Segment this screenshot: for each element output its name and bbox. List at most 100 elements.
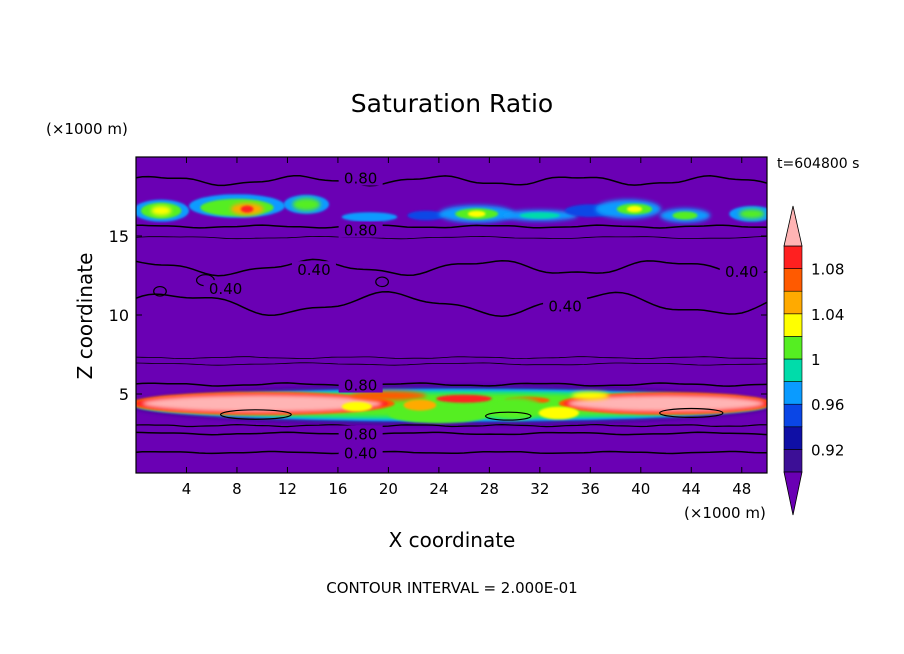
- saturation-region: [292, 198, 321, 211]
- contour-line: [136, 431, 767, 436]
- saturation-region: [151, 206, 172, 216]
- y-tick-label: 10: [109, 306, 129, 325]
- x-tick-label: 4: [182, 480, 192, 498]
- contour-label-gap: [543, 297, 588, 314]
- contour-line: [136, 382, 767, 387]
- contour-line: [136, 362, 767, 366]
- y-axis-label: Z coordinate: [73, 253, 97, 380]
- saturation-region: [519, 212, 560, 219]
- colorbar-segment: [783, 290, 803, 315]
- colorbar-segment: [783, 358, 803, 382]
- colorbar-label: 0.92: [811, 441, 844, 459]
- y-tick-label: 5: [119, 385, 129, 404]
- saturation-region: [388, 405, 490, 424]
- contour-label-gap: [291, 261, 336, 278]
- contour-labels: 0.800.800.400.400.400.400.800.800.40: [203, 169, 764, 462]
- saturation-region: [739, 209, 765, 219]
- colorbar-segment: [783, 449, 803, 473]
- saturation-region: [571, 391, 610, 400]
- contour-line: [136, 224, 767, 229]
- chart-title: Saturation Ratio: [351, 89, 553, 118]
- colorbar: 0.92 0.96 1 1.04 1.08: [783, 205, 844, 516]
- colorbar-segment: [783, 426, 803, 450]
- x-axis-label: X coordinate: [389, 528, 516, 552]
- contour-label: 0.80: [344, 426, 377, 444]
- contour-label: 0.40: [297, 261, 330, 279]
- contour-label-gap: [338, 169, 383, 186]
- x-tick-label: 16: [328, 480, 347, 498]
- y-axis-ticks: 5 10 15: [109, 227, 767, 404]
- colorbar-segment: [783, 381, 803, 405]
- saturation-region: [240, 205, 254, 213]
- saturation-region: [672, 211, 698, 220]
- saturation-region: [567, 395, 765, 412]
- contour-label-gap: [338, 376, 383, 393]
- contour-line: [136, 258, 767, 277]
- contour-loop: [375, 276, 389, 288]
- colorbar-segment: [783, 245, 803, 269]
- contour-label: 0.80: [344, 222, 377, 240]
- contour-loop: [484, 411, 532, 421]
- contour-label-gap: [338, 221, 383, 238]
- x-tick-label: 8: [232, 480, 242, 498]
- contour-line: [136, 450, 767, 455]
- y-axis-unit: (×1000 m): [46, 120, 128, 138]
- contour-line: [136, 235, 767, 240]
- saturation-region: [467, 210, 486, 218]
- contour-lines: [136, 174, 767, 455]
- colorbar-over-arrow: [783, 205, 803, 247]
- contour-label: 0.40: [344, 444, 377, 462]
- saturation-region: [350, 390, 427, 401]
- saturation-region: [341, 212, 398, 222]
- saturation-region: [436, 394, 492, 403]
- contour-label: 0.80: [344, 377, 377, 395]
- x-axis-unit: (×1000 m): [684, 504, 766, 522]
- contour-interval-footer: CONTOUR INTERVAL = 2.000E-01: [326, 579, 577, 597]
- contour-loop: [153, 285, 167, 297]
- contour-line: [136, 174, 767, 187]
- saturation-region: [538, 406, 579, 420]
- contour-loop: [659, 407, 724, 418]
- contour-label-gap: [338, 444, 383, 461]
- contour-line: [136, 291, 767, 317]
- contour-label: 0.80: [344, 170, 377, 188]
- colorbar-segment: [783, 403, 803, 428]
- x-tick-label: 12: [278, 480, 297, 498]
- saturation-fill-layer: [136, 194, 767, 425]
- contour-line: [136, 423, 767, 428]
- colorbar-label: 1.08: [811, 261, 844, 279]
- contour-label: 0.40: [209, 280, 242, 298]
- saturation-region: [341, 401, 372, 412]
- contour-label: 0.40: [548, 298, 581, 316]
- x-tick-label: 40: [631, 480, 650, 498]
- contour-label-gap: [338, 425, 383, 442]
- colorbar-label: 1.04: [811, 306, 844, 324]
- x-tick-label: 20: [379, 480, 398, 498]
- x-tick-label: 48: [732, 480, 751, 498]
- saturation-region: [626, 205, 643, 213]
- saturation-region: [407, 210, 446, 221]
- colorbar-under-arrow: [783, 471, 803, 516]
- x-axis-ticks: 4 8 12 16 20 24 28 32 36 40 44 48: [182, 157, 751, 498]
- y-tick-label: 15: [109, 227, 129, 246]
- x-tick-label: 44: [682, 480, 701, 498]
- x-tick-label: 36: [581, 480, 600, 498]
- contour-label: 0.40: [725, 263, 758, 281]
- colorbar-label: 1: [811, 351, 821, 369]
- saturation-region: [142, 394, 383, 413]
- contour-line: [136, 356, 767, 360]
- colorbar-segment: [783, 268, 803, 292]
- saturation-region: [403, 399, 437, 411]
- colorbar-label: 0.96: [811, 396, 844, 414]
- x-tick-label: 28: [480, 480, 499, 498]
- x-tick-label: 32: [530, 480, 549, 498]
- contour-label-gap: [203, 280, 248, 297]
- saturation-region: [486, 397, 543, 420]
- time-label: t=604800 s: [777, 156, 859, 172]
- contour-label-gap: [719, 262, 764, 279]
- plot-area: [136, 157, 767, 473]
- contour-loop: [219, 409, 292, 420]
- colorbar-segment: [783, 336, 803, 360]
- x-tick-label: 24: [429, 480, 448, 498]
